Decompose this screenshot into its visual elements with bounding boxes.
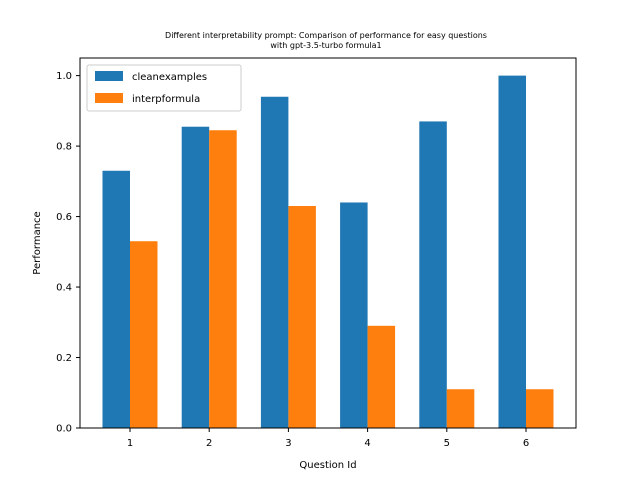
x-axis-label: Question Id [299, 460, 356, 471]
chart-title-line1: Different interpretability prompt: Compa… [165, 31, 487, 40]
bar-interpformula-1 [130, 241, 158, 428]
legend-label-interpformula: interpformula [132, 94, 200, 105]
y-tick-label: 0.0 [56, 424, 72, 435]
y-axis-label: Performance [32, 211, 43, 274]
x-tick-label: 5 [444, 438, 450, 449]
y-tick-label: 0.4 [56, 283, 72, 294]
bar-cleanexamples-4 [340, 202, 368, 428]
bar-cleanexamples-5 [419, 121, 447, 428]
legend-box [86, 64, 242, 112]
y-tick-label: 0.6 [56, 212, 72, 223]
x-tick-label: 3 [285, 438, 291, 449]
bar-interpformula-2 [209, 130, 237, 428]
bar-interpformula-3 [288, 206, 316, 428]
bar-cleanexamples-6 [498, 75, 526, 428]
bar-cleanexamples-3 [260, 96, 289, 428]
y-ticks-group: 0.0 0.2 0.4 0.6 0.8 1.0 [56, 71, 80, 435]
bar-interpformula-4 [367, 325, 396, 428]
y-tick-label: 0.2 [56, 353, 72, 364]
bar-interpformula-6 [526, 389, 554, 428]
legend-swatch-cleanexamples [95, 71, 123, 81]
bar-cleanexamples-2 [181, 126, 210, 428]
legend: cleanexamples interpformula [86, 64, 242, 112]
bar-interpformula-5 [446, 389, 475, 428]
y-tick-label: 1.0 [56, 71, 72, 82]
chart-title-line2: with gpt-3.5-turbo formula1 [270, 41, 381, 50]
x-tick-label: 1 [127, 438, 133, 449]
x-tick-label: 4 [364, 438, 370, 449]
bar-cleanexamples-1 [102, 170, 130, 428]
x-tick-label: 6 [523, 438, 529, 449]
x-tick-label: 2 [206, 438, 212, 449]
legend-swatch-interpformula [95, 93, 123, 103]
x-ticks-group: 1 2 3 4 5 6 [127, 428, 529, 449]
y-tick-label: 0.8 [56, 142, 72, 153]
legend-label-cleanexamples: cleanexamples [132, 72, 207, 83]
plot-area-frame [79, 57, 577, 429]
bars-group [102, 75, 554, 428]
